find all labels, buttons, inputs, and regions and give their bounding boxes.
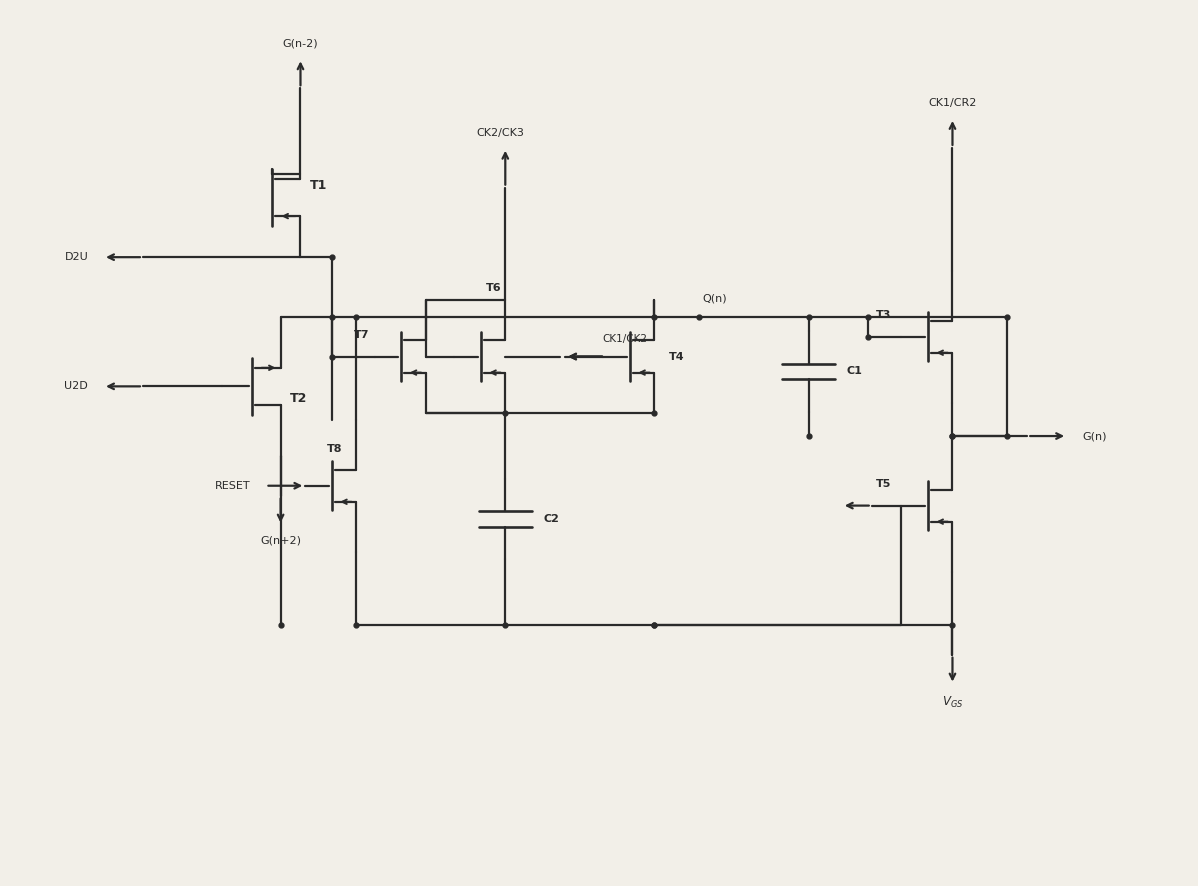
Text: CK1/CK2: CK1/CK2 (603, 334, 647, 344)
Text: $V_{GS}$: $V_{GS}$ (942, 695, 963, 710)
Text: C2: C2 (544, 514, 559, 524)
Text: U2D: U2D (65, 381, 89, 392)
Text: RESET: RESET (214, 481, 250, 491)
Text: T1: T1 (310, 179, 327, 192)
Text: CK2/CK3: CK2/CK3 (477, 128, 525, 138)
Text: Q(n): Q(n) (702, 294, 726, 304)
Text: T5: T5 (876, 478, 891, 489)
Text: G(n+2): G(n+2) (260, 535, 301, 546)
Text: T2: T2 (290, 392, 307, 405)
Text: T3: T3 (876, 310, 891, 320)
Text: G(n): G(n) (1082, 431, 1107, 441)
Text: D2U: D2U (65, 253, 89, 262)
Text: T7: T7 (355, 330, 370, 339)
Text: T8: T8 (327, 444, 343, 455)
Text: T6: T6 (485, 283, 501, 293)
Text: CK1/CR2: CK1/CR2 (928, 98, 976, 108)
Text: C1: C1 (847, 367, 863, 377)
Text: G(n-2): G(n-2) (283, 38, 319, 49)
Text: T4: T4 (670, 352, 685, 361)
